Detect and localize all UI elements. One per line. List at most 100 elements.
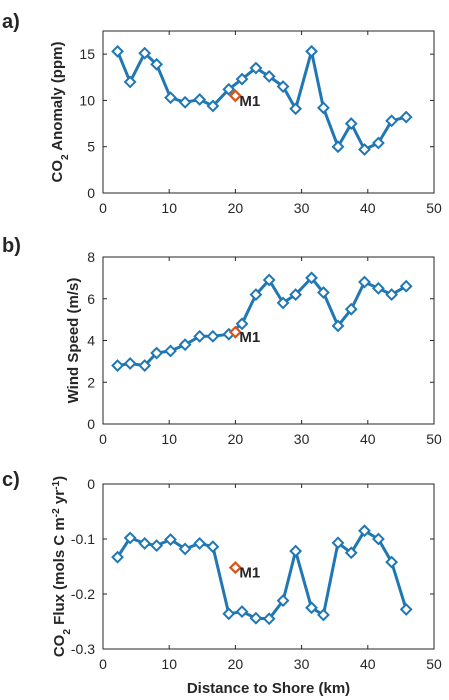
data-point (164, 91, 177, 105)
data-point (206, 99, 220, 113)
data-point (150, 57, 164, 71)
series-line (116, 49, 407, 151)
x-tick-label: 10 (161, 656, 177, 672)
data-point (371, 532, 385, 546)
data-point (138, 46, 152, 60)
y-tick-label: 8 (87, 249, 95, 265)
x-tick-label: 20 (228, 656, 244, 672)
data-point (249, 288, 263, 301)
data-point (193, 93, 207, 106)
data-point (123, 531, 137, 545)
data-point (235, 605, 249, 619)
m1-point (228, 325, 242, 339)
y-axis-label: CO2 Anomaly (ppm) (49, 42, 71, 183)
data-point (276, 296, 290, 310)
panel-1: a) 0 10 20 30 40 50 0 5 10 15 CO2 Anomaly (ppm) M1 (2, 11, 442, 216)
y-tick-label: 0 (87, 185, 95, 201)
data-point (371, 136, 385, 150)
data-point (358, 524, 371, 538)
x-tick-label: 20 (228, 200, 244, 216)
data-point (331, 140, 345, 154)
data-point (138, 536, 152, 550)
data-point (222, 607, 236, 621)
data-point (276, 80, 290, 93)
y-tick-label: 0 (87, 416, 95, 432)
x-tick-label: 50 (426, 656, 442, 672)
data-point (344, 546, 358, 560)
data-point (164, 344, 177, 358)
panel-2: b) 0 10 20 30 40 50 0 2 4 6 8 Wind Speed (m/s) M1 (2, 235, 442, 447)
data-point (399, 602, 413, 616)
x-axis-label: Distance to Shore (km) (187, 680, 350, 697)
data-point (305, 601, 318, 615)
panel-label: a) (2, 11, 20, 33)
data-point (331, 319, 345, 333)
data-point (150, 539, 164, 553)
x-tick-label: 0 (99, 200, 107, 216)
data-point (305, 44, 318, 58)
data-point (385, 555, 399, 569)
y-tick-label: 4 (87, 333, 95, 349)
data-point (235, 72, 249, 86)
data-point (276, 594, 290, 608)
data-point (289, 288, 303, 301)
data-point (317, 608, 330, 622)
x-tick-label: 50 (426, 200, 442, 216)
y-tick-label: -0.1 (71, 531, 95, 547)
y-tick-label: 10 (79, 92, 95, 108)
data-point (150, 346, 164, 360)
data-point (178, 542, 192, 556)
data-point (289, 102, 303, 116)
data-point (123, 357, 137, 370)
m1-label: M1 (239, 93, 260, 110)
data-point (235, 317, 249, 331)
panel-3: c) 0 10 20 30 40 50 -0.3 -0.2 -0.1 0 CO2 Flux (mols… (2, 469, 442, 697)
data-point (111, 359, 124, 372)
x-tick-label: 30 (294, 656, 310, 672)
y-tick-label: 6 (87, 291, 95, 307)
m1-label: M1 (239, 329, 260, 346)
data-point (138, 359, 152, 372)
data-point (249, 611, 263, 625)
data-point (193, 536, 207, 550)
axes-box (102, 483, 435, 650)
data-point (111, 550, 124, 564)
y-tick-label: -0.2 (71, 586, 95, 602)
y-axis-label: Wind Speed (m/s) (65, 278, 82, 404)
x-tick-label: 20 (228, 431, 244, 447)
x-tick-label: 40 (360, 200, 376, 216)
data-point (123, 75, 137, 89)
series-line (116, 529, 408, 621)
data-point (358, 275, 371, 289)
data-point (317, 101, 330, 115)
x-tick-label: 0 (99, 656, 107, 672)
x-tick-label: 10 (161, 431, 177, 447)
y-axis-label: CO2 Flux (mols C m-2 yr-1) (51, 476, 73, 657)
data-point (262, 612, 276, 626)
data-point (399, 110, 413, 124)
x-tick-label: 40 (360, 431, 376, 447)
data-point (222, 82, 236, 96)
data-point (249, 61, 263, 75)
data-point (164, 533, 177, 546)
data-point (206, 540, 220, 554)
x-tick-label: 40 (360, 656, 376, 672)
x-tick-label: 50 (426, 431, 442, 447)
m1-point (228, 561, 242, 575)
data-point (317, 286, 330, 299)
data-point (385, 288, 399, 301)
y-tick-label: 2 (87, 374, 95, 390)
data-point (193, 329, 207, 343)
data-point (344, 302, 358, 316)
data-point (289, 544, 303, 558)
y-tick-label: -0.3 (71, 641, 95, 657)
x-tick-label: 30 (294, 431, 310, 447)
y-tick-label: 15 (79, 46, 95, 62)
data-point (344, 117, 358, 130)
data-point (262, 273, 276, 287)
data-point (331, 536, 345, 550)
data-point (262, 69, 276, 83)
x-tick-label: 30 (294, 200, 310, 216)
data-point (305, 271, 318, 285)
